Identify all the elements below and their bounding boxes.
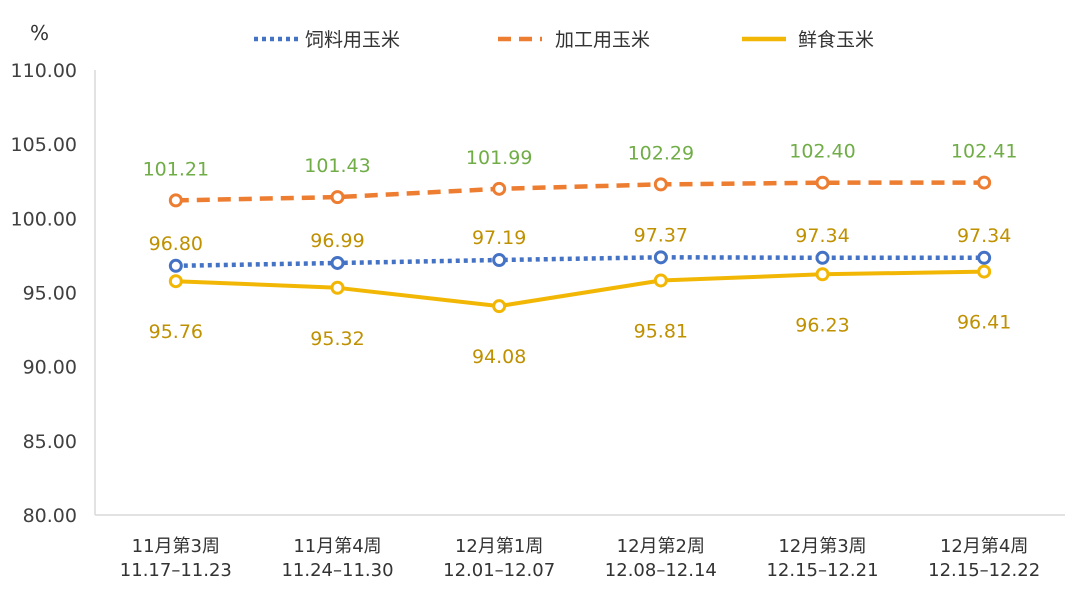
series-line — [175, 180, 985, 203]
data-label: 95.32 — [310, 328, 364, 350]
data-label: 97.34 — [957, 225, 1011, 247]
x-tick-label: 12月第1周 — [455, 536, 543, 557]
data-point — [330, 255, 345, 270]
data-label: 97.34 — [795, 225, 849, 247]
data-point — [653, 273, 668, 288]
legend-label: 鲜食玉米 — [798, 29, 874, 51]
x-tick-label: 12月第3周 — [778, 536, 866, 557]
data-point — [653, 177, 668, 192]
legend-label: 饲料用玉米 — [305, 29, 400, 51]
axes: 80.00 85.00 90.00 95.00 100.00 105.00 110.00 11… — [11, 60, 1065, 581]
x-tick-sublabel: 12.01–12.07 — [443, 560, 555, 581]
data-label: 97.19 — [472, 227, 526, 249]
data-label: 96.23 — [795, 314, 849, 336]
x-tick-sublabel: 12.15–12.22 — [928, 560, 1040, 581]
data-label: 102.40 — [789, 141, 855, 163]
x-tick-sublabel: 11.24–11.30 — [281, 560, 393, 581]
data-point — [815, 267, 830, 282]
data-point — [653, 250, 668, 265]
x-tick-sublabel: 11.17–11.23 — [120, 560, 232, 581]
data-label: 102.41 — [951, 141, 1017, 163]
y-tick-label: 90.00 — [23, 357, 77, 379]
data-point — [168, 193, 183, 208]
y-tick-label: 100.00 — [11, 208, 77, 230]
data-point — [330, 190, 345, 205]
data-label: 101.43 — [304, 155, 370, 177]
x-tick-label: 12月第4周 — [940, 536, 1028, 557]
y-tick-label: 95.00 — [23, 283, 77, 305]
data-label: 97.37 — [634, 224, 688, 246]
data-label: 101.99 — [466, 147, 532, 169]
data-label: 95.76 — [149, 321, 203, 343]
x-tick-label: 11月第4周 — [293, 536, 381, 557]
data-point — [330, 280, 345, 295]
legend-label: 加工用玉米 — [555, 29, 650, 51]
data-point — [168, 258, 183, 273]
y-tick-label: 110.00 — [11, 60, 77, 82]
data-point — [168, 274, 183, 289]
x-tick-sublabel: 12.15–12.21 — [766, 560, 878, 581]
data-point — [492, 253, 507, 268]
data-label: 96.80 — [149, 233, 203, 255]
x-tick-label: 11月第3周 — [132, 536, 220, 557]
data-label: 96.41 — [957, 312, 1011, 334]
y-unit-label: % — [30, 21, 49, 45]
data-label: 101.21 — [143, 158, 209, 180]
data-point — [977, 264, 992, 279]
series-line — [175, 255, 985, 269]
series-line — [175, 269, 985, 309]
data-label: 94.08 — [472, 346, 526, 368]
y-tick-label: 85.00 — [23, 431, 77, 453]
data-label: 96.99 — [310, 230, 364, 252]
data-point — [492, 299, 507, 314]
data-point — [815, 250, 830, 265]
y-tick-label: 80.00 — [23, 505, 77, 527]
y-tick-label: 105.00 — [11, 134, 77, 156]
data-point — [492, 181, 507, 196]
series-layer: 96.80 96.99 97.19 97.37 97.34 97.34 101.21 101.… — [143, 141, 1018, 369]
data-point — [977, 250, 992, 265]
data-label: 102.29 — [628, 142, 694, 164]
x-tick-label: 12月第2周 — [617, 536, 705, 557]
legend: 饲料用玉米 加工用玉米 鲜食玉米 — [254, 29, 874, 51]
x-tick-sublabel: 12.08–12.14 — [605, 560, 717, 581]
data-point — [815, 175, 830, 190]
data-point — [977, 175, 992, 190]
data-label: 95.81 — [634, 320, 688, 342]
